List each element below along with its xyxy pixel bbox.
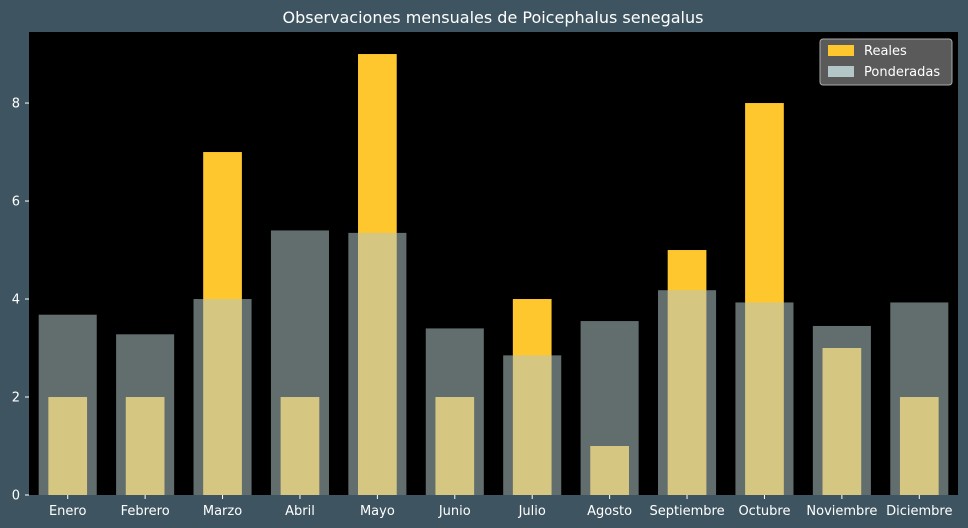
y-tick-label-2: 2 xyxy=(12,391,20,406)
plot-area xyxy=(29,32,958,495)
x-tick-label-junio: Junio xyxy=(438,504,471,519)
bar-ponderadas-abril xyxy=(270,230,329,495)
legend-swatch-reales xyxy=(828,45,854,56)
bar-ponderadas-febrero xyxy=(116,334,175,495)
bar-ponderadas-enero xyxy=(38,314,97,495)
bar-ponderadas-mayo xyxy=(348,232,407,496)
x-tick-label-noviembre: Noviembre xyxy=(806,504,877,519)
bar-ponderadas-septiembre xyxy=(658,290,717,495)
chart-title: Observaciones mensuales de Poicephalus s… xyxy=(283,8,704,27)
bar-ponderadas-agosto xyxy=(580,321,639,495)
x-tick-label-septiembre: Septiembre xyxy=(649,504,724,519)
y-tick-label-8: 8 xyxy=(12,97,20,112)
x-tick-label-marzo: Marzo xyxy=(203,504,242,519)
bar-ponderadas-noviembre xyxy=(812,325,871,495)
x-axis: Enero Febrero Marzo Abril Mayo Junio Julio Agos… xyxy=(49,495,952,519)
bar-ponderadas-marzo xyxy=(193,299,252,495)
y-tick-label-6: 6 xyxy=(12,195,20,210)
y-axis: 0 2 4 6 8 xyxy=(12,97,29,504)
bar-ponderadas-diciembre xyxy=(890,302,949,495)
bar-ponderadas-octubre xyxy=(735,302,794,495)
x-tick-label-agosto: Agosto xyxy=(587,504,632,519)
series-ponderadas xyxy=(38,230,949,496)
legend-label-reales: Reales xyxy=(864,44,907,59)
x-tick-label-abril: Abril xyxy=(285,504,315,519)
x-tick-label-octubre: Octubre xyxy=(738,504,790,519)
legend-swatch-ponderadas xyxy=(828,66,854,77)
bar-ponderadas-julio xyxy=(503,355,562,495)
y-tick-label-4: 4 xyxy=(12,293,20,308)
legend: Reales Ponderadas xyxy=(819,38,953,86)
x-tick-label-mayo: Mayo xyxy=(360,504,395,519)
x-tick-label-enero: Enero xyxy=(49,504,87,519)
x-tick-label-febrero: Febrero xyxy=(121,504,170,519)
legend-label-ponderadas: Ponderadas xyxy=(864,65,940,80)
y-tick-label-0: 0 xyxy=(12,489,20,504)
bar-ponderadas-junio xyxy=(425,328,484,495)
x-tick-label-julio: Julio xyxy=(518,504,546,519)
x-tick-label-diciembre: Diciembre xyxy=(886,504,952,519)
